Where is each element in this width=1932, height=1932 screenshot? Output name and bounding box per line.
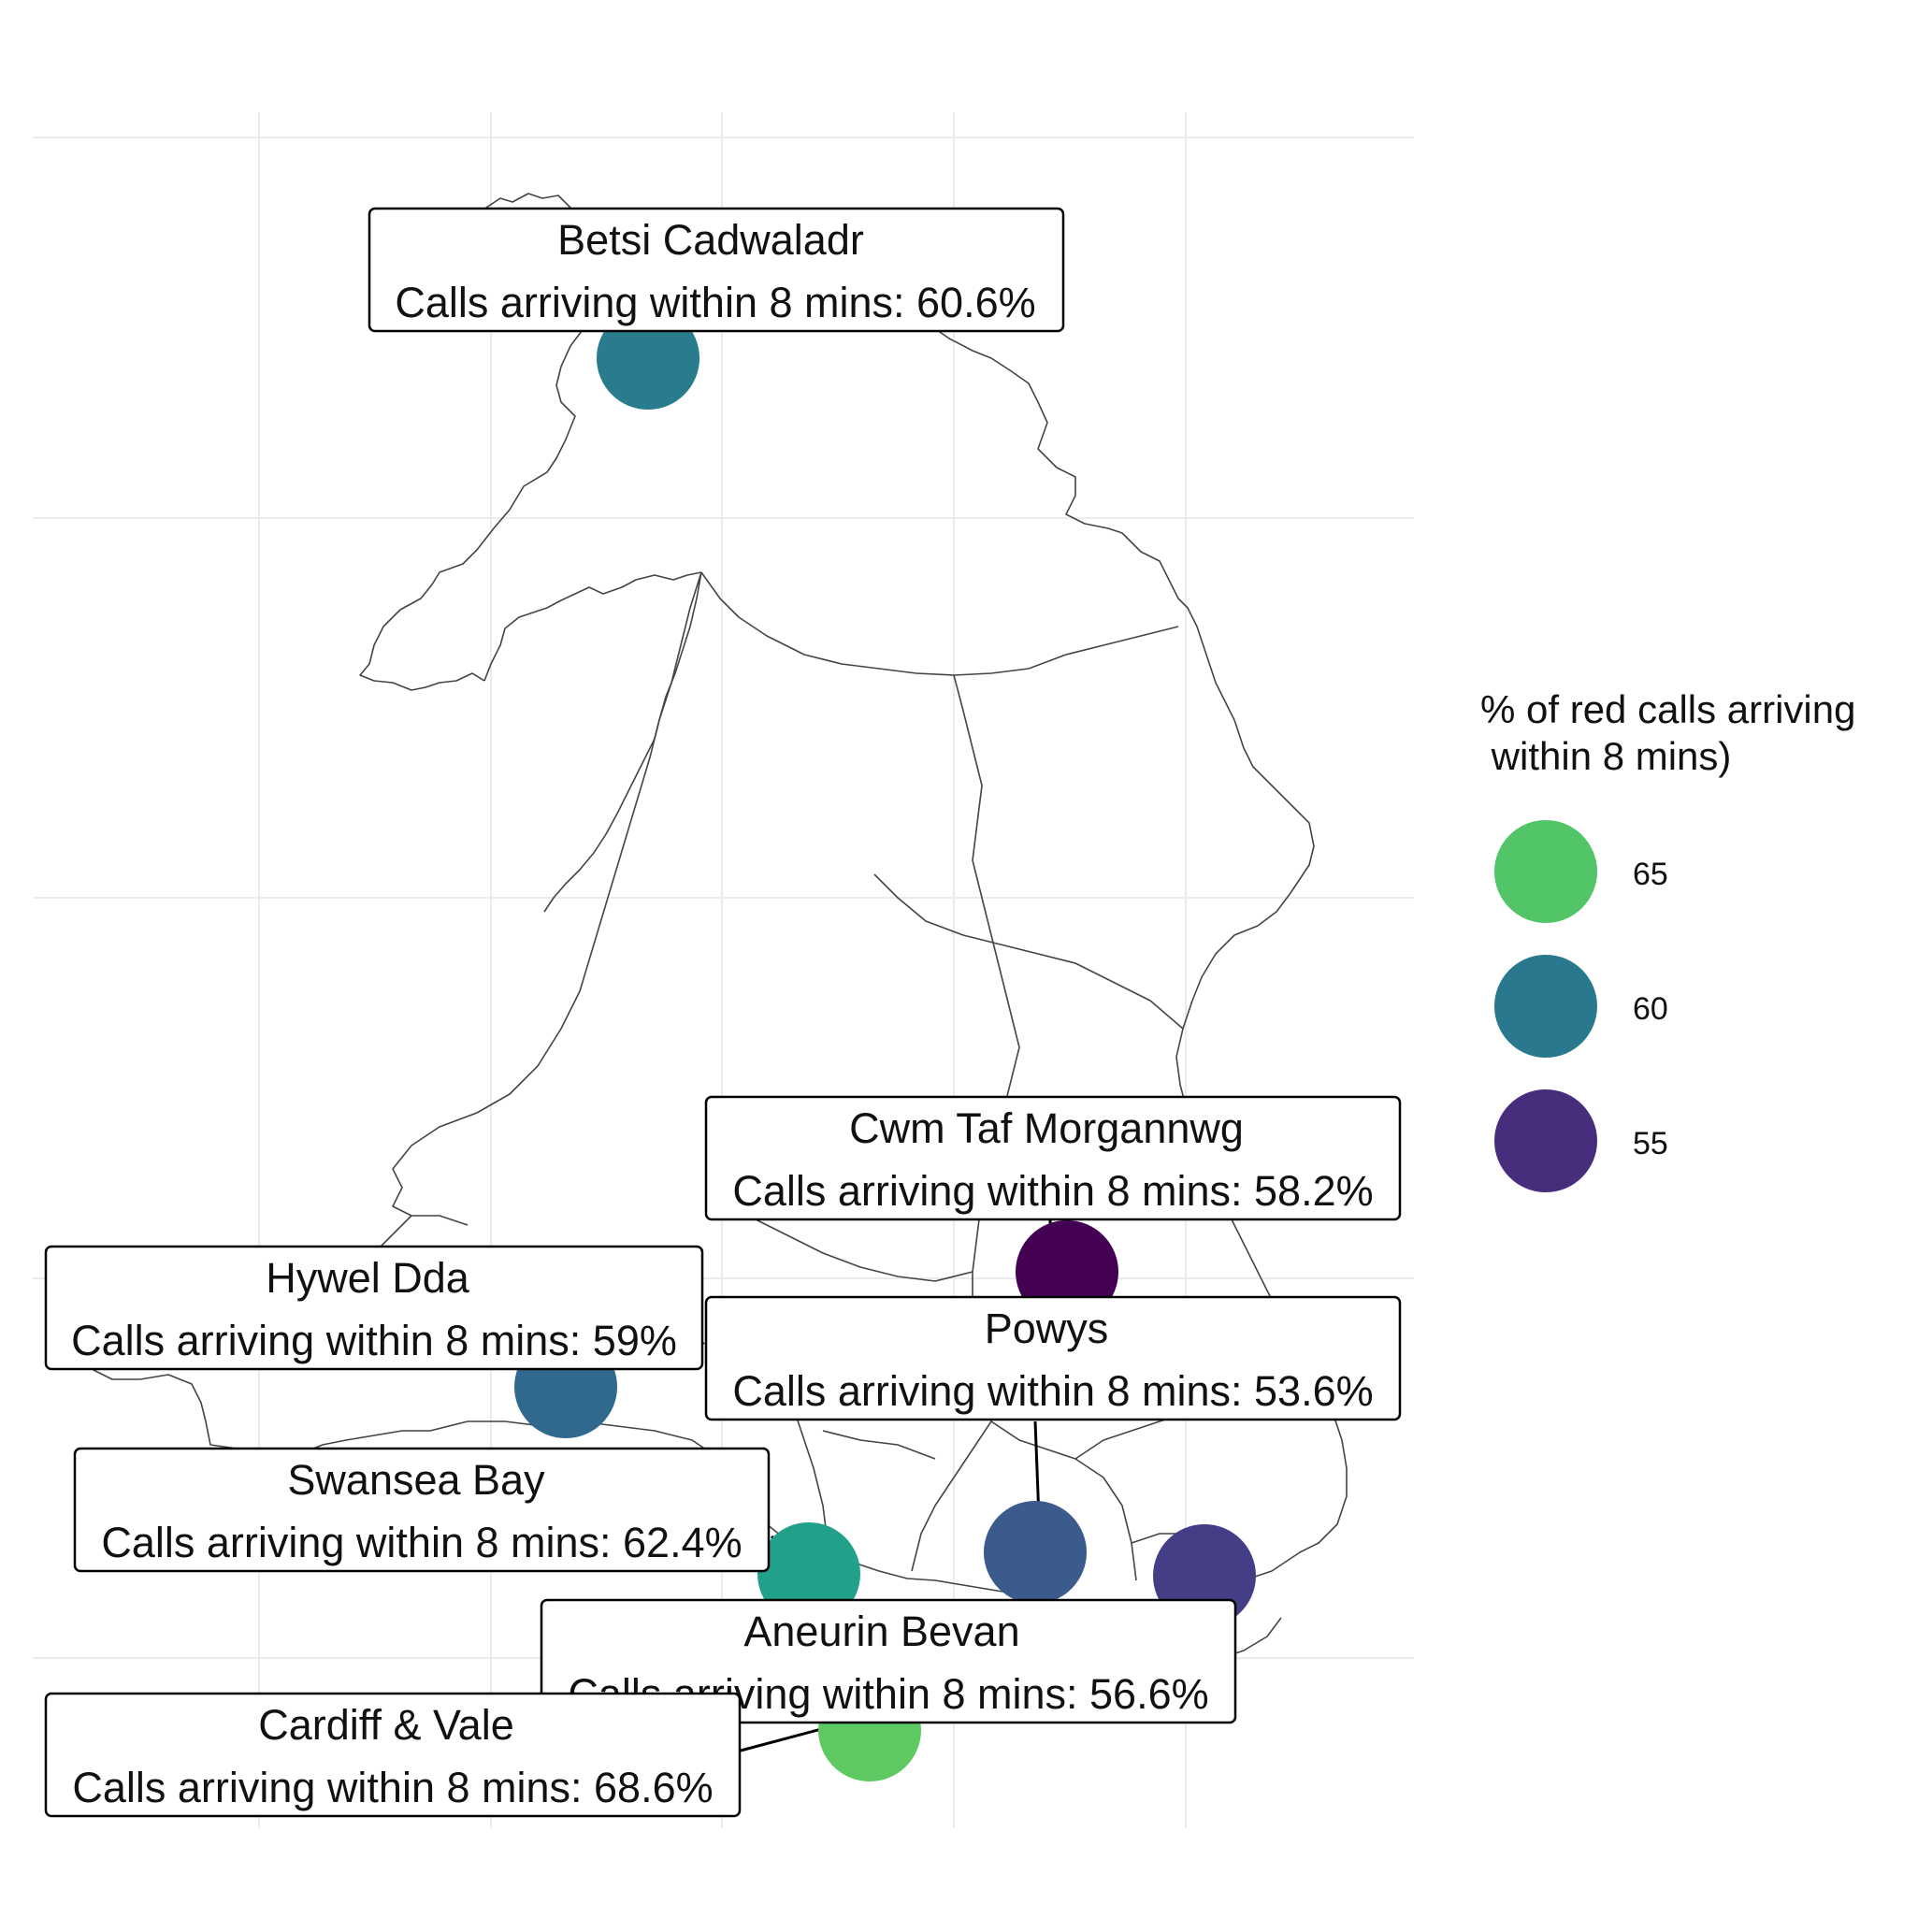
label-powys: Powys Calls arriving within 8 mins: 53.6… [704,1295,1402,1421]
label-cwmtaf-detail: Calls arriving within 8 mins: 58.2% [732,1167,1373,1215]
label-hyweldda: Hywel Dda Calls arriving within 8 mins: … [44,1245,704,1371]
legend-title-line1: % of red calls arriving [1480,687,1855,731]
label-aneurin-name: Aneurin Bevan [743,1608,1019,1655]
label-swansea: Swansea Bay Calls arriving within 8 mins… [73,1447,771,1573]
point-powys [984,1501,1087,1604]
point-betsi [597,307,699,410]
legend-swatch-60 [1494,955,1597,1058]
label-cardiff: Cardiff & Vale Calls arriving within 8 m… [44,1692,742,1818]
label-cardiff-name: Cardiff & Vale [258,1701,513,1749]
legend: % of red calls arriving within 8 mins) 6… [1480,687,1855,1192]
label-hyweldda-name: Hywel Dda [266,1254,470,1302]
label-hyweldda-detail: Calls arriving within 8 mins: 59% [71,1317,677,1364]
legend-title-line2: within 8 mins) [1480,734,1731,778]
label-cwmtaf: Cwm Taf Morgannwg Calls arriving within … [704,1095,1402,1221]
health-board-boundaries [93,193,1348,1665]
label-cardiff-detail: Calls arriving within 8 mins: 68.6% [72,1764,713,1811]
region-labels: Betsi Cadwaladr Calls arriving within 8 … [44,207,1402,1818]
label-betsi-detail: Calls arriving within 8 mins: 60.6% [395,279,1035,326]
label-swansea-name: Swansea Bay [287,1456,545,1504]
label-swansea-detail: Calls arriving within 8 mins: 62.4% [101,1519,742,1566]
label-powys-detail: Calls arriving within 8 mins: 53.6% [732,1367,1373,1415]
legend-label-55: 55 [1633,1126,1668,1161]
legend-swatch-55 [1494,1089,1597,1192]
label-betsi: Betsi Cadwaladr Calls arriving within 8 … [368,207,1065,333]
label-aneurin: Aneurin Bevan Calls arriving within 8 mi… [540,1598,1237,1724]
label-cwmtaf-name: Cwm Taf Morgannwg [849,1104,1244,1152]
label-powys-name: Powys [985,1305,1109,1352]
label-betsi-name: Betsi Cadwaladr [557,216,864,264]
legend-label-60: 60 [1633,991,1668,1027]
legend-label-65: 65 [1633,857,1668,892]
legend-swatch-65 [1494,820,1597,923]
